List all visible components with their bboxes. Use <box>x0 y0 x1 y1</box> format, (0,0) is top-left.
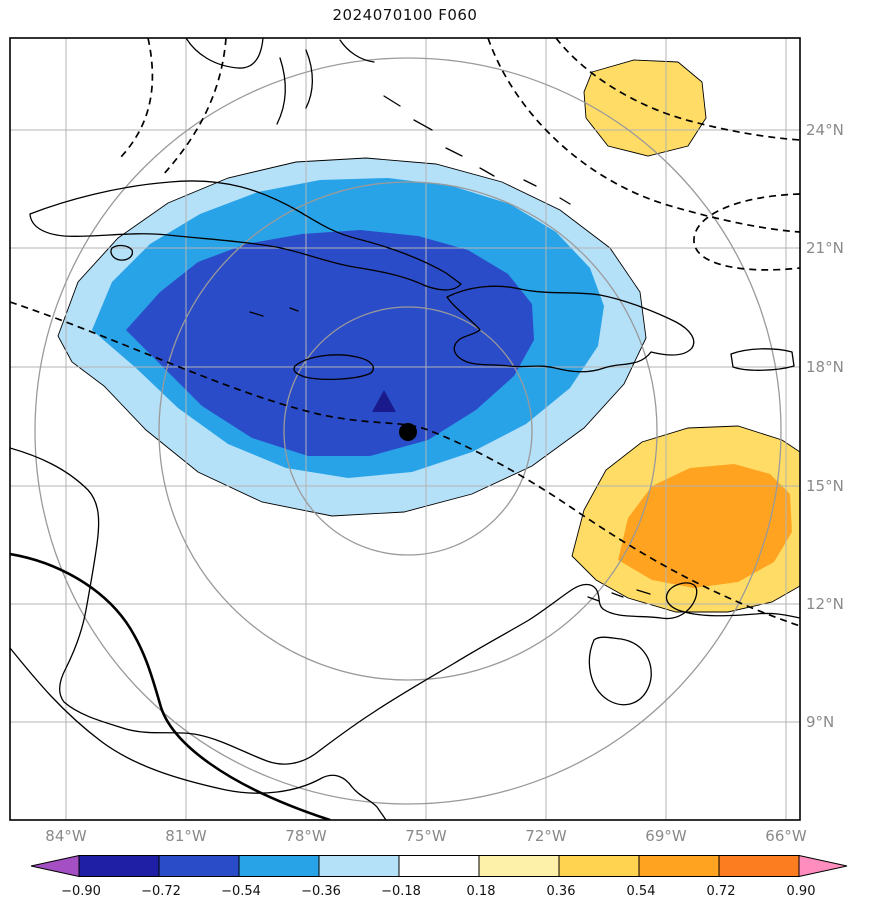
colorbar-tick-2: −0.54 <box>221 884 261 899</box>
lon-label-66w: 66°W <box>765 827 807 845</box>
dashed-contour-3 <box>487 38 800 233</box>
coast-bahamas-7 <box>479 167 495 177</box>
dashed-contour-2 <box>161 38 227 177</box>
colorbar-tick-5: 0.18 <box>466 884 496 899</box>
colorbar-tick-4: −0.18 <box>381 884 421 899</box>
lat-label-18n: 18°N <box>806 358 844 376</box>
colorbar-tick-9: 0.90 <box>786 884 816 899</box>
triangle-marker <box>372 390 396 412</box>
lat-label-21n: 21°N <box>806 239 844 257</box>
range-rings <box>34 57 782 805</box>
dashed-contours <box>10 38 800 627</box>
coast-lake-maracaibo <box>588 636 652 706</box>
coast-turks-1 <box>523 179 537 187</box>
colorbar-segment-6 <box>478 855 560 877</box>
map-frame <box>9 37 801 821</box>
lat-label-12n: 12°N <box>806 595 844 613</box>
coast-jamaica <box>293 354 374 380</box>
negative-fill-core <box>126 230 534 456</box>
lon-label-78w: 78°W <box>285 827 327 845</box>
coast-cayman-2 <box>289 307 299 312</box>
lon-label-84w: 84°W <box>45 827 87 845</box>
colorbar <box>30 854 848 878</box>
colorbar-arrow-under <box>30 854 80 878</box>
colorbar-segment-2 <box>158 855 240 877</box>
coast-puerto-rico <box>730 348 795 371</box>
coast-florida-tip <box>185 38 264 69</box>
coast-abc-islands-2 <box>611 592 624 598</box>
colorbar-tick-3: −0.36 <box>301 884 341 899</box>
dashed-contour-4 <box>555 38 800 141</box>
colorbar-segment-4 <box>318 855 400 877</box>
coastlines <box>10 38 800 820</box>
coast-turks-2 <box>559 197 571 205</box>
colorbar-segment-5 <box>398 855 480 877</box>
lon-label-72w: 72°W <box>525 827 567 845</box>
lat-label-15n: 15°N <box>806 477 844 495</box>
coast-abc-islands-1 <box>587 596 600 602</box>
coast-bahamas-5 <box>413 119 433 131</box>
lat-label-9n: 9°N <box>806 713 835 731</box>
lat-label-24n: 24°N <box>806 121 844 139</box>
coast-hispaniola <box>446 285 695 373</box>
dashed-contour-6 <box>10 301 800 627</box>
colorbar-arrow-over <box>798 854 848 878</box>
thick-contour <box>10 552 331 820</box>
coast-bahamas-3 <box>339 39 375 63</box>
colorbar-segment-1 <box>78 855 160 877</box>
coast-isla-juventud <box>110 244 134 261</box>
coast-bahamas-2 <box>305 49 314 109</box>
positive-fill-southeast-core <box>618 464 792 588</box>
lon-label-69w: 69°W <box>645 827 687 845</box>
positive-fill-northeast <box>583 59 707 157</box>
colorbar-tick-1: −0.72 <box>141 884 181 899</box>
coast-bahamas-1 <box>276 57 286 125</box>
coast-bahamas-6 <box>445 147 463 157</box>
colorbar-tick-8: 0.72 <box>706 884 736 899</box>
coast-central-america-caribbean <box>10 447 800 765</box>
colorbar-segment-8 <box>638 855 720 877</box>
colorbar-tick-7: 0.54 <box>626 884 656 899</box>
colorbar-segment-9 <box>718 855 800 877</box>
coast-central-america-pacific <box>10 647 387 820</box>
grid-lines <box>10 38 800 820</box>
coast-cayman-1 <box>249 311 264 317</box>
dashed-contour-1 <box>119 38 154 159</box>
colorbar-tick-6: 0.36 <box>546 884 576 899</box>
center-dot-marker <box>399 423 417 441</box>
coast-cuba <box>29 180 462 291</box>
dashed-contour-5 <box>693 193 800 271</box>
colorbar-segment-3 <box>238 855 320 877</box>
colorbar-tick-0: −0.90 <box>61 884 101 899</box>
colorbar-segment-7 <box>558 855 640 877</box>
plot-title: 2024070100 F060 <box>332 6 478 24</box>
lon-label-75w: 75°W <box>405 827 447 845</box>
lon-label-81w: 81°W <box>165 827 207 845</box>
coast-abc-islands-3 <box>636 589 651 595</box>
coast-bahamas-4 <box>383 95 401 107</box>
